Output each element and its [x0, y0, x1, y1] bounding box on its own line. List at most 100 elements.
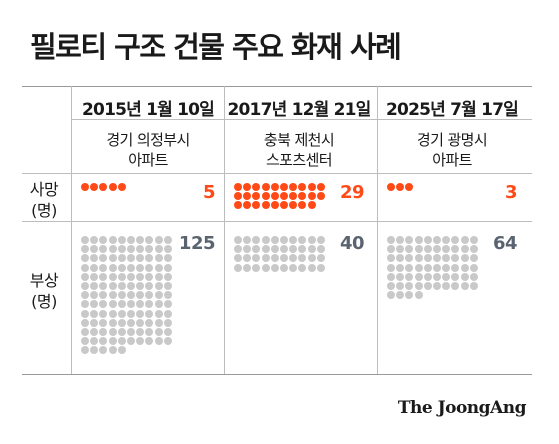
death-dot [387, 183, 395, 191]
header-bottom-border [22, 173, 532, 174]
injury-dot [433, 236, 441, 244]
injury-dot [90, 254, 99, 263]
injury-dot [405, 254, 414, 263]
injury-dot [108, 263, 117, 272]
injury-dot [99, 346, 108, 355]
injury-dot [145, 236, 154, 244]
injury-dot [261, 236, 270, 244]
death-dot [289, 201, 298, 210]
injury-dot [127, 272, 135, 281]
injury-dot [108, 300, 117, 309]
death-dot [307, 183, 316, 191]
injuries-row-label: 부상 (명) [22, 270, 66, 312]
injury-dot [154, 263, 163, 272]
injury-dot [163, 282, 172, 290]
injury-dot [136, 282, 145, 290]
injuries-count: 125 [178, 233, 216, 254]
injury-dot [280, 263, 288, 272]
injury-dot [154, 272, 163, 281]
injury-dot [451, 254, 460, 263]
injury-dot [387, 236, 395, 244]
death-dot [252, 192, 261, 201]
death-dot [280, 201, 288, 210]
injury-dot [99, 272, 108, 281]
injury-dot [117, 245, 126, 254]
death-dot [270, 201, 279, 210]
injury-dot [423, 254, 432, 263]
injury-dot [423, 282, 432, 290]
injury-dot [405, 236, 414, 244]
injury-dot [423, 245, 432, 254]
injury-dot [108, 291, 117, 300]
injury-dot [234, 236, 242, 244]
injury-dot [108, 245, 117, 254]
deaths-count: 29 [339, 182, 365, 203]
injuries-label-unit: (명) [31, 292, 57, 311]
place-building: 아파트 [128, 151, 168, 169]
injury-dot [145, 282, 154, 290]
column-divider [71, 86, 72, 374]
injury-dot [136, 236, 145, 244]
injury-dot [307, 263, 316, 272]
death-dot [117, 183, 126, 191]
injury-dot [108, 346, 117, 355]
injury-dot [90, 337, 99, 346]
death-dot [252, 201, 261, 210]
injury-dot [154, 245, 163, 254]
death-dot [234, 183, 242, 191]
injury-dot [81, 328, 89, 336]
injury-dot [81, 300, 89, 309]
injury-dot [99, 318, 108, 327]
injury-dot [451, 282, 460, 290]
injury-dot [81, 236, 89, 244]
table-top-border [22, 86, 532, 87]
injury-dot [243, 245, 252, 254]
column-place: 경기 광명시 아파트 [377, 130, 527, 170]
death-dot [405, 183, 414, 191]
injury-dot [414, 263, 423, 272]
injury-dot [163, 272, 172, 281]
injury-dot [433, 245, 441, 254]
injury-dot [298, 236, 307, 244]
injury-dot [460, 272, 469, 281]
injury-dot [387, 263, 395, 272]
injury-dot [163, 337, 172, 346]
injury-dot [405, 272, 414, 281]
death-dot [316, 183, 325, 191]
injury-dot [99, 245, 108, 254]
injury-dot [469, 282, 478, 290]
death-dot [234, 192, 242, 201]
injury-dot [117, 328, 126, 336]
death-dot [316, 192, 325, 201]
injury-dot [90, 318, 99, 327]
injury-dot [154, 318, 163, 327]
injury-dot [81, 309, 89, 318]
injury-dot [90, 236, 99, 244]
injury-dot [307, 236, 316, 244]
injury-dot [145, 272, 154, 281]
injury-dot [387, 254, 395, 263]
column-place: 충북 제천시 스포츠센터 [224, 130, 374, 170]
injury-dot [81, 245, 89, 254]
injury-dot [90, 328, 99, 336]
injury-dot [423, 272, 432, 281]
injury-dot [154, 291, 163, 300]
injury-dot [154, 254, 163, 263]
injury-dot [99, 300, 108, 309]
death-dot [90, 183, 99, 191]
injury-dot [117, 282, 126, 290]
death-dot [280, 192, 288, 201]
injury-dot [145, 245, 154, 254]
injury-dot [396, 282, 405, 290]
column-date: 2015년 1월 10일 [82, 100, 215, 120]
injury-dot [99, 282, 108, 290]
injury-dot [145, 318, 154, 327]
injury-dot [108, 328, 117, 336]
injury-dot [90, 282, 99, 290]
injury-dot [270, 245, 279, 254]
injury-dot [252, 263, 261, 272]
deaths-label-unit: (명) [31, 201, 57, 220]
injury-dot [117, 254, 126, 263]
injury-dot [163, 245, 172, 254]
injury-dot [307, 254, 316, 263]
